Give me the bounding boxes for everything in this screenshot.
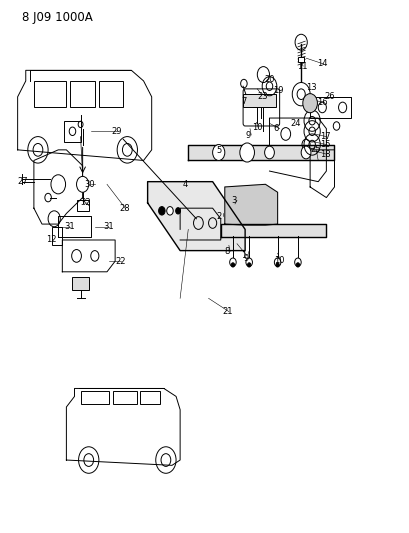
Bar	[72, 277, 89, 290]
Text: 9: 9	[243, 254, 249, 263]
Text: 18: 18	[320, 150, 331, 159]
Bar	[113, 391, 137, 405]
Circle shape	[175, 208, 180, 214]
Text: 28: 28	[119, 204, 130, 213]
Circle shape	[265, 146, 274, 159]
Bar	[81, 391, 109, 405]
Text: 29: 29	[111, 127, 121, 136]
Text: 4: 4	[182, 180, 187, 189]
Text: 1: 1	[241, 252, 246, 261]
Text: 32: 32	[81, 198, 91, 207]
Circle shape	[303, 94, 317, 113]
Circle shape	[296, 263, 299, 267]
Text: 12: 12	[46, 236, 56, 245]
Circle shape	[231, 263, 234, 267]
Circle shape	[76, 176, 89, 192]
Bar	[298, 57, 304, 62]
Text: 13: 13	[306, 83, 317, 92]
Text: 25: 25	[310, 146, 321, 155]
Circle shape	[159, 207, 165, 215]
Text: 24: 24	[291, 119, 301, 128]
Text: 8 J09 1000A: 8 J09 1000A	[22, 11, 92, 24]
Polygon shape	[148, 182, 245, 251]
Bar	[70, 81, 95, 108]
Bar	[310, 97, 351, 118]
Text: 7: 7	[241, 96, 247, 106]
Text: 22: 22	[115, 257, 126, 265]
Circle shape	[274, 258, 281, 266]
Circle shape	[246, 258, 252, 266]
Bar	[52, 227, 62, 245]
Bar	[64, 120, 81, 142]
Text: 30: 30	[85, 180, 95, 189]
Text: 31: 31	[103, 222, 114, 231]
Text: 9: 9	[245, 131, 250, 140]
Circle shape	[276, 263, 279, 267]
Text: 20: 20	[265, 75, 275, 84]
Text: 2: 2	[217, 212, 222, 221]
Text: 26: 26	[324, 92, 335, 101]
Text: 21: 21	[223, 307, 233, 316]
Circle shape	[247, 263, 251, 267]
Circle shape	[294, 258, 301, 266]
Text: 8: 8	[224, 247, 229, 256]
Circle shape	[240, 143, 254, 162]
Circle shape	[167, 207, 173, 215]
Text: 6: 6	[274, 124, 279, 133]
Text: 19: 19	[273, 86, 283, 95]
Text: 31: 31	[64, 222, 75, 231]
Polygon shape	[225, 184, 278, 225]
Text: 15: 15	[320, 140, 331, 149]
Text: 11: 11	[297, 62, 308, 70]
Text: 10: 10	[274, 256, 285, 265]
Bar	[76, 200, 89, 211]
Bar	[99, 81, 123, 108]
Text: 17: 17	[320, 132, 331, 141]
Circle shape	[301, 146, 311, 159]
Text: 27: 27	[18, 177, 28, 186]
Bar	[243, 94, 276, 108]
Circle shape	[292, 83, 310, 106]
Text: 23: 23	[257, 92, 268, 101]
Text: 3: 3	[231, 196, 236, 205]
Polygon shape	[221, 224, 326, 237]
Bar	[139, 391, 160, 405]
Text: 5: 5	[217, 147, 222, 156]
Circle shape	[230, 258, 236, 266]
Bar	[34, 81, 66, 108]
Text: 14: 14	[317, 60, 328, 68]
Polygon shape	[188, 144, 335, 160]
Text: 16: 16	[317, 98, 328, 107]
Text: 10: 10	[252, 123, 263, 132]
Circle shape	[213, 144, 225, 160]
